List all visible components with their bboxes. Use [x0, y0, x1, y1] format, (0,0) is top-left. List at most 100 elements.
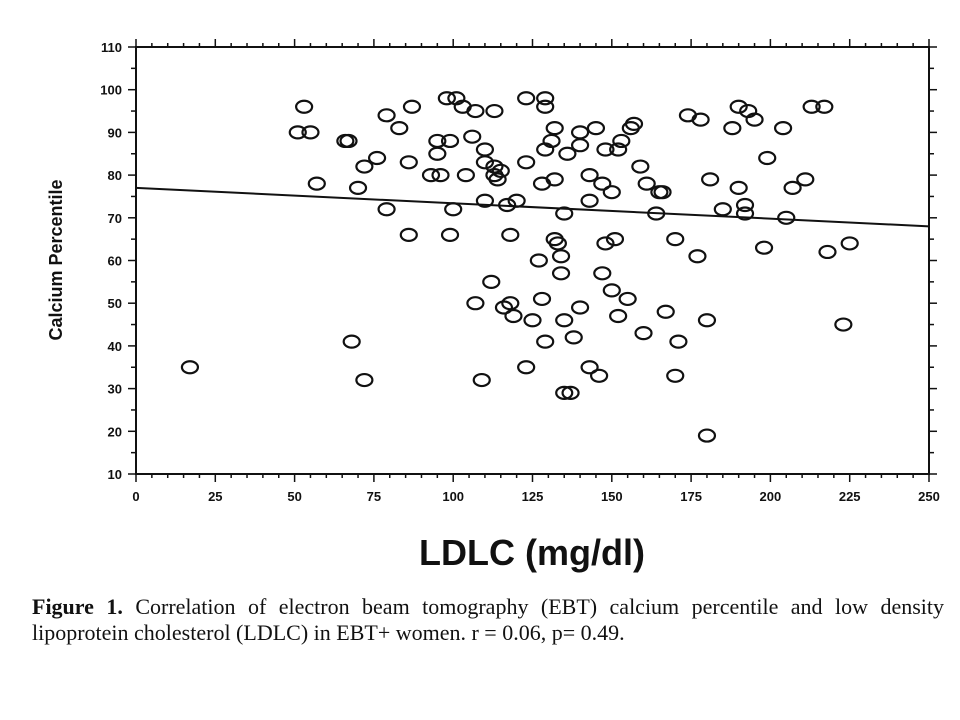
- data-point: [536, 99, 555, 114]
- data-point: [402, 99, 422, 114]
- data-point: [713, 202, 732, 217]
- data-point: [688, 249, 707, 264]
- data-point: [517, 91, 536, 106]
- data-point: [796, 172, 815, 187]
- data-point: [542, 133, 561, 149]
- data-point: [342, 334, 361, 349]
- data-point: [367, 150, 387, 166]
- x-tick-label: 250: [918, 489, 940, 504]
- plot-frame: [135, 46, 930, 475]
- data-point: [301, 125, 320, 140]
- y-tick-label: 80: [108, 168, 122, 183]
- data-point: [491, 163, 510, 178]
- data-point: [399, 155, 418, 170]
- data-point: [463, 129, 482, 144]
- y-tick-label: 100: [100, 83, 122, 98]
- data-point: [618, 291, 637, 307]
- data-point: [631, 159, 650, 174]
- data-point: [437, 91, 456, 106]
- data-point: [701, 172, 720, 187]
- data-point: [482, 274, 501, 289]
- data-point: [596, 142, 615, 157]
- data-point: [529, 253, 548, 268]
- x-tick-label: 100: [442, 489, 464, 504]
- data-point: [609, 142, 628, 157]
- data-point: [656, 304, 675, 319]
- data-point: [288, 125, 307, 140]
- data-point: [555, 385, 574, 400]
- x-tick-labels: 0 25 50 75 100 125 150 175 200 225 250: [132, 489, 939, 504]
- data-point: [612, 133, 631, 149]
- data-point: [545, 121, 564, 136]
- data-point: [691, 112, 710, 127]
- data-point: [605, 232, 625, 247]
- data-point: [390, 121, 409, 136]
- y-tick-labels: 10 20 30 40 50 60 70 80 90 100 110: [100, 40, 122, 482]
- x-tick-label: 25: [208, 489, 222, 504]
- data-point: [501, 227, 520, 242]
- data-point: [440, 227, 460, 242]
- data-point: [545, 172, 564, 187]
- data-point: [773, 121, 793, 136]
- data-point: [517, 360, 536, 375]
- data-point: [596, 236, 615, 251]
- data-point: [355, 372, 374, 388]
- data-point: [609, 308, 628, 324]
- data-point: [428, 146, 447, 161]
- data-point: [666, 368, 685, 383]
- y-tick-label: 30: [108, 382, 122, 397]
- data-point: [697, 428, 717, 443]
- data-point: [551, 249, 571, 264]
- data-point: [504, 308, 523, 324]
- data-point: [485, 103, 504, 119]
- figure-caption: Figure 1. Correlation of electron beam t…: [32, 594, 944, 646]
- y-tick-label: 110: [101, 40, 122, 55]
- data-point: [475, 142, 495, 157]
- data-points: [180, 91, 859, 443]
- x-tick-label: 125: [522, 489, 544, 504]
- data-point: [729, 180, 748, 196]
- data-point: [570, 138, 590, 153]
- data-point: [735, 206, 755, 221]
- data-point: [602, 283, 621, 298]
- data-point: [532, 291, 552, 307]
- data-point: [485, 159, 504, 174]
- y-tick-label: 40: [108, 339, 122, 354]
- data-point: [802, 99, 821, 114]
- data-point: [475, 155, 495, 170]
- data-point: [456, 168, 475, 183]
- x-axis-label: LDLC (mg/dl): [419, 532, 645, 573]
- data-point: [815, 99, 834, 114]
- data-point: [624, 116, 644, 131]
- data-point: [377, 202, 396, 217]
- data-point: [818, 244, 837, 260]
- y-tick-label: 90: [108, 125, 122, 140]
- x-tick-label: 0: [132, 489, 139, 504]
- data-point: [555, 206, 574, 221]
- data-point: [558, 146, 577, 161]
- x-tick-label: 75: [367, 489, 381, 504]
- y-tick-label: 10: [108, 467, 122, 482]
- data-point: [580, 168, 599, 183]
- data-point: [754, 240, 774, 255]
- y-tick-label: 50: [108, 296, 122, 311]
- data-point: [307, 176, 326, 191]
- data-point: [834, 317, 853, 332]
- data-point: [348, 180, 368, 196]
- data-point: [570, 300, 590, 315]
- data-point: [494, 300, 514, 315]
- data-point: [475, 193, 495, 208]
- data-point: [745, 112, 764, 127]
- data-point: [653, 185, 672, 200]
- data-point: [590, 368, 609, 383]
- data-point: [561, 385, 580, 400]
- data-point: [637, 176, 656, 191]
- data-point: [580, 360, 599, 375]
- data-point: [777, 210, 796, 225]
- data-point: [634, 325, 653, 341]
- data-point: [472, 372, 491, 388]
- axis-ticks: [128, 39, 937, 482]
- data-point: [295, 99, 314, 114]
- data-point: [377, 108, 396, 123]
- x-tick-label: 150: [601, 489, 623, 504]
